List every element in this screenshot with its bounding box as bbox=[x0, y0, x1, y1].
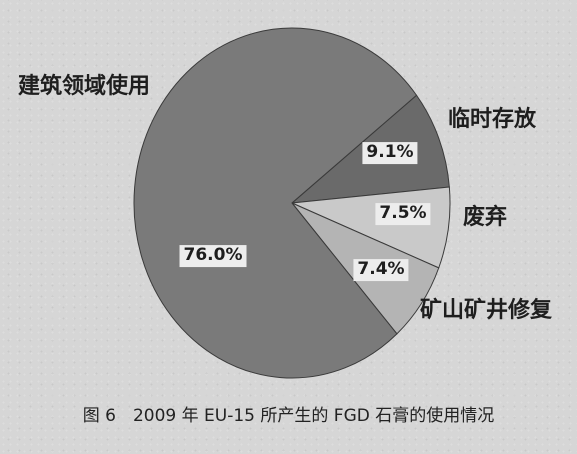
slice-name-building-use: 建筑领域使用 bbox=[18, 74, 151, 99]
slice-name-disposal: 废弃 bbox=[463, 205, 508, 230]
figure-caption: 图 6 2009 年 EU-15 所产生的 FGD 石膏的使用情况 bbox=[82, 406, 495, 426]
slice-label-mine-restoration: 7.4% bbox=[353, 259, 409, 281]
slice-label-temporary-storage: 9.1% bbox=[362, 142, 418, 164]
slice-name-temporary-storage: 临时存放 bbox=[448, 107, 537, 132]
slice-name-mine-restoration: 矿山矿井修复 bbox=[420, 298, 553, 323]
slice-building-use bbox=[133, 27, 418, 379]
slice-label-building-use: 76.0% bbox=[179, 245, 247, 267]
slice-label-disposal: 7.5% bbox=[375, 203, 431, 225]
